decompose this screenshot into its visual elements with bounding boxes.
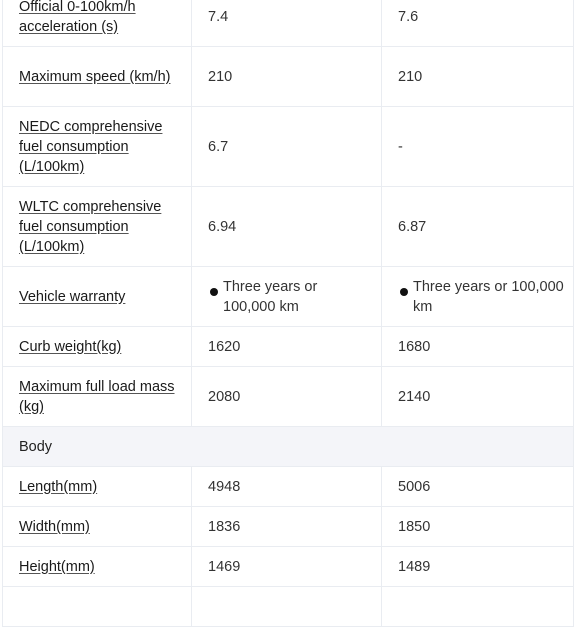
- spec-value-2: 6.87: [381, 186, 574, 267]
- spec-label-link[interactable]: WLTC comprehensive fuel consumption (L/1…: [19, 198, 162, 255]
- spec-value-2: Three years or 100,000 km: [381, 266, 574, 327]
- spec-label-link[interactable]: Width(mm): [19, 518, 90, 535]
- spec-label-cell: NEDC comprehensive fuel consumption (L/1…: [2, 106, 192, 187]
- spec-label-cell: Height(mm): [2, 546, 192, 587]
- spec-label-link[interactable]: Official 0-100km/h acceleration (s): [19, 0, 136, 35]
- spec-label-cell: Vehicle warranty: [2, 266, 192, 327]
- spec-label-link[interactable]: Vehicle warranty: [19, 288, 126, 305]
- bullet-icon: [210, 287, 218, 296]
- spec-value-2: 1489: [381, 546, 574, 587]
- table-row: Length(mm) 4948 5006: [2, 466, 574, 507]
- warranty-value: Three years or 100,000 km: [208, 277, 373, 317]
- spec-value-1: 1620: [191, 326, 382, 367]
- spec-value-1: 2080: [191, 366, 382, 427]
- spec-label-link[interactable]: Height(mm): [19, 558, 95, 575]
- spec-label-link[interactable]: Curb weight(kg): [19, 338, 122, 355]
- spec-value-1: Three years or 100,000 km: [191, 266, 382, 327]
- warranty-value: Three years or 100,000 km: [398, 277, 565, 317]
- spec-label-cell: [2, 586, 192, 627]
- spec-value-1: 1836: [191, 506, 382, 547]
- warranty-text: Three years or 100,000 km: [413, 278, 564, 315]
- spec-value-1: [191, 586, 382, 627]
- spec-label-cell: WLTC comprehensive fuel consumption (L/1…: [2, 186, 192, 267]
- spec-label-cell: Maximum speed (km/h): [2, 46, 192, 107]
- table-row: Maximum full load mass (kg) 2080 2140: [2, 366, 574, 427]
- table-row: Official 0-100km/h acceleration (s) 7.4 …: [2, 0, 574, 47]
- spec-value-2: 5006: [381, 466, 574, 507]
- spec-label-cell: Official 0-100km/h acceleration (s): [2, 0, 192, 47]
- spec-value-1: 7.4: [191, 0, 382, 47]
- spec-value-1: 4948: [191, 466, 382, 507]
- spec-value-1: 210: [191, 46, 382, 107]
- spec-value-2: 210: [381, 46, 574, 107]
- table-row: [2, 586, 574, 627]
- warranty-text: Three years or 100,000 km: [223, 278, 318, 315]
- section-title: Body: [2, 426, 574, 467]
- table-row: Width(mm) 1836 1850: [2, 506, 574, 547]
- spec-value-1: 6.94: [191, 186, 382, 267]
- spec-value-2: 7.6: [381, 0, 574, 47]
- spec-label-link[interactable]: Length(mm): [19, 478, 98, 495]
- table-row: WLTC comprehensive fuel consumption (L/1…: [2, 186, 574, 267]
- table-row: Curb weight(kg) 1620 1680: [2, 326, 574, 367]
- table-row: Maximum speed (km/h) 210 210: [2, 46, 574, 107]
- spec-label-link[interactable]: NEDC comprehensive fuel consumption (L/1…: [19, 118, 163, 175]
- section-header-row: Body: [2, 426, 574, 467]
- spec-value-2: 1850: [381, 506, 574, 547]
- table-row: Vehicle warranty Three years or 100,000 …: [2, 266, 574, 327]
- spec-label-cell: Maximum full load mass (kg): [2, 366, 192, 427]
- spec-value-1: 1469: [191, 546, 382, 587]
- bullet-icon: [400, 287, 408, 296]
- spec-value-2: -: [381, 106, 574, 187]
- spec-value-1: 6.7: [191, 106, 382, 187]
- table-row: Height(mm) 1469 1489: [2, 546, 574, 587]
- spec-value-2: 2140: [381, 366, 574, 427]
- spec-label-link[interactable]: Maximum full load mass (kg): [19, 378, 175, 415]
- spec-label-cell: Curb weight(kg): [2, 326, 192, 367]
- spec-label-cell: Length(mm): [2, 466, 192, 507]
- table-row: NEDC comprehensive fuel consumption (L/1…: [2, 106, 574, 187]
- spec-label-link[interactable]: Maximum speed (km/h): [19, 68, 171, 85]
- spec-value-2: 1680: [381, 326, 574, 367]
- spec-label-cell: Width(mm): [2, 506, 192, 547]
- spec-value-2: [381, 586, 574, 627]
